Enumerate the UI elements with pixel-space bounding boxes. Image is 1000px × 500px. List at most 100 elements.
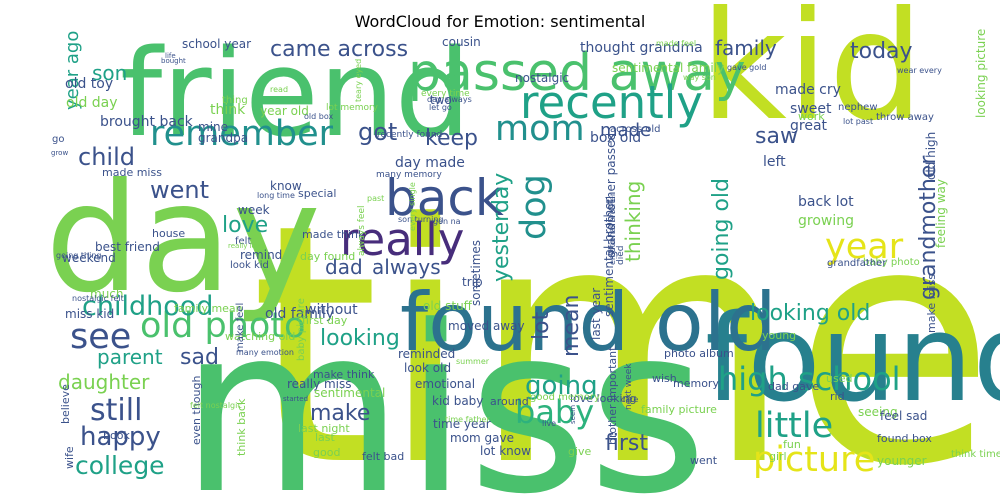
word-lot-memory: lot memory [326, 103, 379, 113]
word-died: died [616, 246, 626, 265]
word-school-year: school year [182, 37, 251, 51]
word-week: week [238, 203, 270, 217]
word-mom: mom [495, 109, 585, 149]
word-best-friend: best friend [95, 240, 160, 254]
word-wear-every: wear every [897, 66, 942, 75]
word-even-though: even though [190, 376, 203, 445]
word-rid: rid [830, 390, 845, 403]
word-make: make [310, 401, 370, 426]
word-found-box: found box [877, 432, 932, 445]
word-go: go [52, 134, 64, 145]
word-made-feel: made feel [656, 39, 696, 48]
word-make-think: make think [313, 368, 375, 381]
word-every-time: every time [421, 89, 470, 99]
word-day: day [45, 152, 321, 326]
word-lot: lot [529, 311, 554, 340]
word-gave-gold: gave gold [727, 63, 766, 72]
word-came-across: came across [270, 37, 408, 62]
word-live: live [542, 419, 556, 428]
word-always-feel: always feel [357, 205, 367, 256]
word-grandmother: grandmother [916, 155, 941, 300]
word-two: two [430, 93, 452, 107]
word-cousin: cousin [442, 35, 481, 49]
word-seem: seem [569, 405, 577, 424]
word-special: special [298, 187, 336, 200]
word-childhood: childhood [82, 291, 213, 322]
word-found-old: found old [400, 276, 777, 369]
word-moved-away: moved away [448, 319, 525, 333]
word-daughter: daughter [58, 370, 150, 394]
word-made: made [600, 120, 651, 141]
word-remind: remind [240, 248, 282, 262]
word-life: life [165, 52, 176, 60]
word-really-miss: really miss [287, 377, 352, 391]
word-old-box: old box [304, 112, 333, 121]
word-year: year [825, 227, 904, 267]
word-reminded: reminded [398, 347, 455, 361]
word-see: see [70, 317, 131, 357]
word-girl: girl [769, 450, 787, 463]
word-great: great [790, 118, 828, 134]
word-growing: growing [798, 213, 854, 229]
word-son-turning: son turning [398, 215, 443, 224]
word-house: house [152, 227, 185, 240]
word-lot-know: lot know [480, 444, 531, 458]
word-emotional: emotional [415, 377, 475, 391]
word-let-go: let go [429, 103, 452, 112]
word-wife: wife [63, 446, 76, 469]
word-miss-kid: miss kid [65, 307, 114, 321]
word-nephew: nephew [838, 102, 878, 113]
word-old-stuff: old stuff [423, 299, 473, 313]
word-left: left [763, 154, 786, 170]
word-felt: felt [235, 236, 251, 247]
word-know: know [270, 179, 302, 193]
word-thinking: thinking [621, 181, 645, 262]
word-feeling-way: feeling way [934, 179, 948, 248]
word-throw-away: throw away [876, 112, 934, 123]
word-happy: happy [80, 422, 161, 452]
word-grandpa: grandpa [198, 131, 248, 145]
word-fun: fun [783, 438, 801, 451]
word-weekend: weekend [62, 251, 116, 265]
word-dad-gave: dad gave [768, 380, 819, 393]
word-look-old: look old [404, 361, 451, 375]
word-recently-found: recently found [377, 130, 442, 140]
word-trip: trip [462, 275, 483, 289]
word-going-old: going old [709, 178, 734, 280]
word-feel-sad: feel sad [880, 409, 927, 423]
word-kid: kid [700, 0, 924, 154]
word-recently: recently [520, 76, 703, 129]
word-last-year: last year [589, 288, 603, 340]
word-made-miss: made miss [102, 166, 162, 179]
word-photo-album: photo album [664, 347, 734, 360]
word-lot-past: lot past [843, 117, 873, 126]
word-old-photo: old photo [140, 306, 305, 346]
word-family: family [715, 36, 777, 60]
word-every-single: every single [408, 182, 417, 231]
word-memory: memory [673, 377, 719, 390]
word-old-high: old high [924, 132, 938, 180]
word-nostalgic-felt: nostalgic felt [72, 294, 124, 303]
word-sad: sad [180, 345, 219, 370]
word-parent: parent [97, 345, 163, 369]
word-family-picture: family picture [641, 403, 717, 416]
word-remember: remember [150, 114, 334, 154]
word-believe: believe [59, 384, 72, 424]
word-bought: bought [161, 57, 186, 65]
word-time: time [250, 154, 996, 500]
word-passed-away: passed away [408, 43, 746, 103]
word-year-ago: year ago [62, 31, 83, 110]
figure-title: WordCloud for Emotion: sentimental [354, 12, 646, 31]
word-wish: wish [652, 372, 677, 385]
word-day-made: day made [395, 155, 465, 171]
word-used: used [826, 372, 852, 385]
word-box-old: box old [590, 130, 641, 146]
word-gon-na: gon na [433, 217, 461, 226]
word-went: went [150, 176, 209, 204]
word-going-thing: going thing [56, 251, 101, 260]
word-day-found: day found [300, 250, 355, 263]
word-love-looking: love looking [570, 392, 636, 405]
word-dad: dad [325, 255, 363, 279]
word-picture: picture [753, 440, 875, 480]
